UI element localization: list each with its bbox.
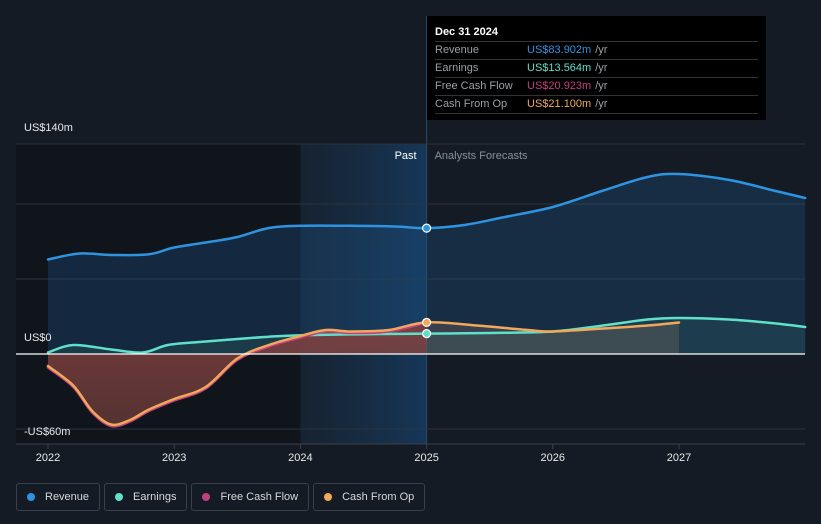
- tooltip-row-earnings: Earnings US$13.564m /yr: [435, 60, 758, 78]
- forecast-label: Analysts Forecasts: [434, 150, 528, 162]
- free-cash-flow-area: [48, 322, 427, 427]
- tooltip-value: US$20.923m: [527, 80, 592, 92]
- x-tick-label: 2024: [288, 452, 312, 464]
- tooltip-label: Revenue: [435, 44, 480, 56]
- tooltip-row-cash-from-op: Cash From Op US$21.100m /yr: [435, 96, 758, 114]
- earnings-dot-icon: [115, 493, 124, 501]
- legend-label: Revenue: [45, 491, 90, 503]
- tooltip-unit: /yr: [595, 98, 608, 110]
- y-tick-label: US$140m: [24, 122, 73, 134]
- tooltip-unit: /yr: [595, 44, 608, 56]
- revenue-dot-icon: [27, 493, 35, 501]
- tooltip-label: Cash From Op: [435, 98, 508, 110]
- revenue-area: [48, 173, 806, 354]
- cash-from-op-dot-icon: [324, 493, 333, 501]
- x-tick-label: 2025: [414, 452, 438, 464]
- earnings-highlight-point: [422, 329, 432, 339]
- legend-label: Cash From Op: [342, 491, 415, 503]
- tooltip-value: US$83.902m: [527, 44, 592, 56]
- tooltip-date: Dec 31 2024: [435, 25, 758, 42]
- revenue-line: [46, 172, 807, 261]
- cash-from-op-area: [48, 322, 679, 425]
- tooltip-label: Earnings: [435, 62, 479, 74]
- tooltip-unit: /yr: [595, 80, 608, 92]
- legend-item-revenue[interactable]: Revenue: [16, 483, 101, 511]
- tooltip-value: US$13.564m: [527, 62, 592, 74]
- tooltip-unit: /yr: [595, 62, 608, 74]
- tooltip-row-free-cash-flow: Free Cash Flow US$20.923m /yr: [435, 78, 758, 96]
- free-cash-flow-dot-icon: [202, 493, 211, 501]
- x-tick-label: 2026: [541, 452, 565, 464]
- y-tick-label: -US$60m: [24, 426, 71, 438]
- tooltip-row-revenue: Revenue US$83.902m /yr: [435, 42, 758, 60]
- past-label: Past: [394, 150, 417, 162]
- tooltip: Dec 31 2024 Revenue US$83.902m /yr Earni…: [427, 16, 766, 120]
- revenue-highlight-point: [422, 223, 432, 233]
- y-tick-label: US$0: [24, 332, 52, 344]
- cash-from-op-highlight-point: [422, 317, 432, 327]
- legend-item-earnings[interactable]: Earnings: [104, 483, 188, 511]
- x-tick-label: 2023: [162, 452, 186, 464]
- x-tick-label: 2027: [667, 452, 691, 464]
- tooltip-value: US$21.100m: [527, 98, 592, 110]
- legend-label: Earnings: [133, 491, 177, 503]
- tooltip-label: Free Cash Flow: [435, 80, 513, 92]
- legend-label: Free Cash Flow: [220, 491, 299, 503]
- legend-item-free-cash-flow[interactable]: Free Cash Flow: [191, 483, 310, 511]
- legend-item-cash-from-op[interactable]: Cash From Op: [313, 483, 426, 511]
- highlight-region: [300, 144, 427, 444]
- cash-from-op-line: [46, 320, 681, 427]
- legend: Revenue Earnings Free Cash Flow Cash Fro…: [16, 483, 426, 511]
- x-tick-label: 2022: [36, 452, 60, 464]
